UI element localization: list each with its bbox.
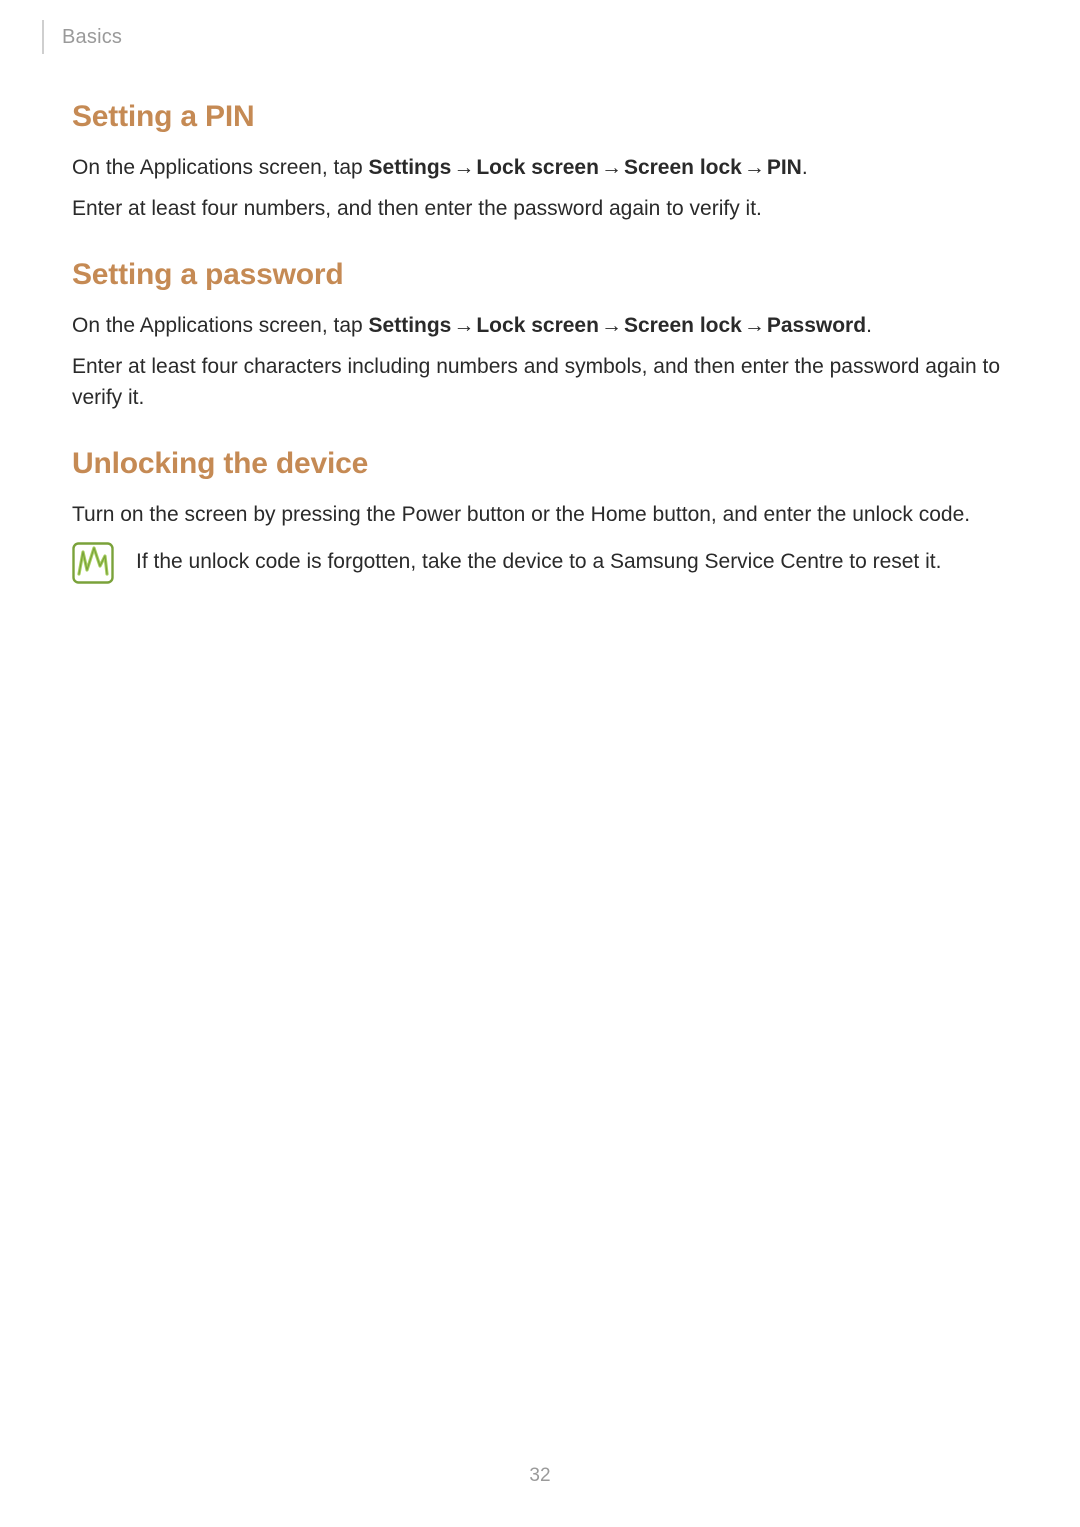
section-setting-pin: Setting a PIN On the Applications screen… <box>72 100 1008 224</box>
path-item: Screen lock <box>624 156 742 179</box>
arrow-glyph: → <box>742 314 767 337</box>
path-item: Screen lock <box>624 314 742 337</box>
page-content: Setting a PIN On the Applications screen… <box>72 100 1008 623</box>
path-item: Settings <box>369 314 452 337</box>
pin-instructions-path: On the Applications screen, tap Settings… <box>72 152 1008 183</box>
path-item: Password <box>767 314 866 337</box>
note-icon <box>72 542 114 589</box>
page-number: 32 <box>0 1465 1080 1487</box>
heading-unlocking-device: Unlocking the device <box>72 447 1008 481</box>
password-instructions-path: On the Applications screen, tap Settings… <box>72 310 1008 341</box>
text: . <box>866 314 872 337</box>
breadcrumb: Basics <box>42 20 122 54</box>
arrow-glyph: → <box>742 156 767 179</box>
arrow-glyph: → <box>599 156 624 179</box>
path-item: Lock screen <box>476 156 599 179</box>
path-item: Lock screen <box>476 314 599 337</box>
header-rule <box>42 20 44 54</box>
text: On the Applications screen, tap <box>72 314 369 337</box>
note-block: If the unlock code is forgotten, take th… <box>72 540 1008 589</box>
unlock-instructions: Turn on the screen by pressing the Power… <box>72 499 1008 530</box>
text: . <box>802 156 808 179</box>
arrow-glyph: → <box>451 314 476 337</box>
heading-setting-password: Setting a password <box>72 258 1008 292</box>
pin-instructions-verify: Enter at least four numbers, and then en… <box>72 193 1008 224</box>
text: On the Applications screen, tap <box>72 156 369 179</box>
password-instructions-verify: Enter at least four characters including… <box>72 351 1008 413</box>
path-item: Settings <box>369 156 452 179</box>
path-item: PIN <box>767 156 802 179</box>
section-unlocking-device: Unlocking the device Turn on the screen … <box>72 447 1008 589</box>
section-setting-password: Setting a password On the Applications s… <box>72 258 1008 413</box>
note-text: If the unlock code is forgotten, take th… <box>136 540 941 577</box>
arrow-glyph: → <box>599 314 624 337</box>
heading-setting-pin: Setting a PIN <box>72 100 1008 134</box>
breadcrumb-text: Basics <box>62 26 122 49</box>
arrow-glyph: → <box>451 156 476 179</box>
